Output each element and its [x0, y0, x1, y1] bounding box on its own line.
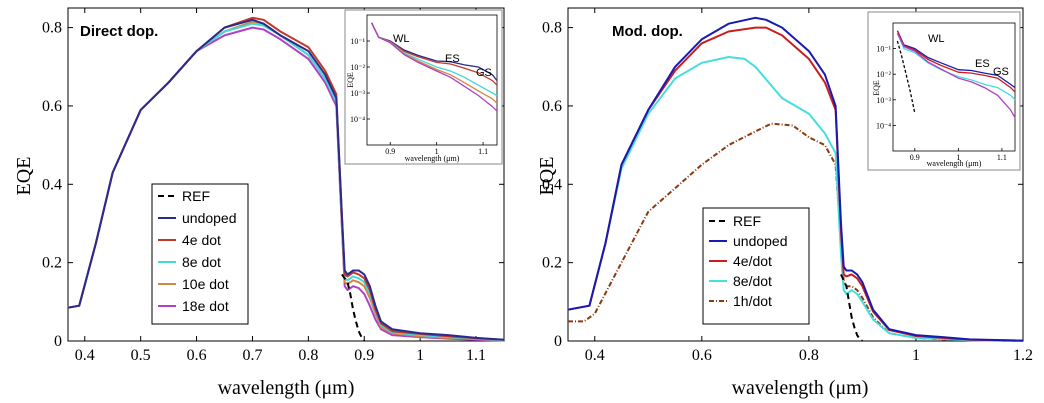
y-tick-labels: 0 0.2 0.4 0.6 0.8	[542, 20, 562, 350]
x-tick-labels: 0.4 0.5 0.6 0.7 0.8 0.9 1 1.1	[75, 347, 486, 364]
y-tick-label: 0.8	[542, 20, 562, 37]
legend-label-10e-dot: 10e dot	[182, 276, 229, 292]
inset-annotation-es: ES	[445, 53, 460, 65]
series-line-undoped	[567, 16, 1024, 342]
inset-annotation-wl: WL	[928, 33, 945, 45]
x-tick-label: 0.7	[242, 347, 262, 364]
y-axis-label: EQE	[13, 157, 35, 196]
inset-y-label: EQE	[872, 80, 881, 96]
series-lines	[567, 16, 1024, 342]
inset-x-tick-label: 1	[435, 147, 439, 156]
inset-series-lines	[896, 30, 1016, 119]
legend: REF undoped 4e/dot 8e/dot 1h/dot	[702, 207, 810, 325]
legend-box	[151, 183, 249, 325]
inset-y-tick-label: 10⁻²	[876, 70, 891, 79]
x-tick-label: 0.8	[799, 347, 819, 364]
inset-y-tick-labels: 10⁻¹ 10⁻² 10⁻³ 10⁻⁴	[876, 45, 896, 130]
inset-y-tick-label: 10⁻³	[350, 89, 365, 98]
inset-y-tick-label: 10⁻²	[350, 63, 365, 72]
x-tick-label: 1.2	[1013, 347, 1033, 364]
tick-marks	[68, 8, 504, 342]
inset-y-tick-label: 10⁻³	[876, 96, 891, 105]
panel-title: Mod. dop.	[612, 23, 683, 40]
x-tick-label: 1.1	[466, 347, 486, 364]
inset-x-tick-labels: 0.9 1 1.1	[385, 142, 488, 156]
inset-series-line-18e-dot	[371, 22, 498, 112]
panel-direct-doping: 0.4 0.5 0.6 0.7 0.8 0.9 1 1.1 0 0.2 0.4 0.6 0.8 Dir…	[13, 7, 505, 399]
x-axis-label: wavelength (μm)	[218, 377, 355, 399]
inset-x-tick-label: 0.9	[385, 147, 395, 156]
y-tick-label: 0.2	[542, 255, 562, 272]
inset-y-tick-labels: 10⁻¹ 10⁻² 10⁻³ 10⁻⁴	[350, 37, 370, 124]
inset-annotation-es: ES	[975, 58, 990, 70]
inset-series-lines	[371, 22, 498, 112]
inset-y-tick-label: 10⁻⁴	[876, 121, 891, 130]
legend-label-4e-dot: 4e dot	[182, 232, 221, 248]
inset-x-tick-label: 1	[956, 153, 960, 162]
series-line-ref	[840, 273, 863, 342]
panel-modulation-doping: 0.4 0.6 0.8 1 1.2 0 0.2 0.4 0.6 0.8 Mod. dop. wa…	[536, 7, 1033, 399]
inset-annotation-gs: GS	[476, 67, 492, 79]
inset-x-tick-label: 0.9	[910, 153, 920, 162]
x-tick-labels: 0.4 0.6 0.8 1 1.2	[585, 347, 1033, 364]
series-line-undoped	[67, 18, 505, 341]
inset-y-tick-label: 10⁻¹	[876, 45, 891, 54]
x-axis-label: wavelength (μm)	[732, 377, 869, 399]
panel-title: Direct dop.	[80, 23, 158, 40]
inset-x-tick-label: 1.1	[478, 147, 488, 156]
x-tick-label: 0.6	[187, 347, 207, 364]
inset-series-line-undoped	[896, 30, 1016, 89]
inset-x-tick-labels: 0.9 1 1.1	[910, 148, 1007, 162]
y-tick-labels: 0 0.2 0.4 0.6 0.8	[42, 20, 62, 350]
inset-y-label: EQE	[346, 72, 355, 88]
x-tick-label: 1	[912, 347, 920, 364]
legend-label-ref: REF	[733, 213, 761, 229]
x-tick-label: 0.4	[75, 347, 95, 364]
inset-annotation-wl: WL	[393, 33, 410, 45]
legend-label-8e-dot: 8e dot	[182, 254, 221, 270]
series-line-8e-dot	[567, 56, 1024, 342]
y-tick-label: 0.4	[542, 176, 562, 193]
inset-y-tick-label: 10⁻¹	[350, 37, 365, 46]
y-tick-label: 0.6	[42, 98, 62, 115]
legend-label-1h-dot: 1h/dot	[733, 293, 772, 309]
y-tick-label: 0.4	[42, 176, 62, 193]
legend-label-18e-dot: 18e dot	[182, 298, 229, 314]
x-tick-label: 0.8	[298, 347, 318, 364]
inset-series-line-ref	[896, 40, 916, 114]
inset-log-plot: 0.9 1 1.1 10⁻¹ 10⁻² 10⁻³ 10⁻⁴ wavelength (μm)…	[867, 11, 1021, 171]
inset-annotation-gs: GS	[993, 66, 1009, 78]
legend-box	[702, 207, 810, 325]
series-line-ref	[341, 273, 366, 342]
legend-label-undoped: undoped	[182, 210, 237, 226]
legend: REF undoped 4e dot 8e dot 10e dot 18e dot	[151, 183, 249, 325]
y-tick-label: 0	[554, 333, 562, 350]
x-tick-label: 1	[416, 347, 424, 364]
inset-frame	[366, 14, 498, 146]
inset-x-label: wavelength (μm)	[405, 154, 460, 163]
y-tick-label: 0.8	[42, 20, 62, 37]
x-tick-label: 0.9	[354, 347, 374, 364]
y-tick-label: 0.6	[542, 98, 562, 115]
inset-series-line-8e-dot	[896, 32, 1016, 101]
y-axis-label: EQE	[536, 157, 558, 196]
inset-series-line-1h-dot	[896, 32, 1016, 119]
x-tick-label: 0.4	[585, 347, 605, 364]
inset-y-tick-label: 10⁻⁴	[350, 115, 365, 124]
inset-x-label: wavelength (μm)	[927, 159, 982, 168]
legend-label-8e-dot: 8e/dot	[733, 273, 772, 289]
inset-log-plot: 0.9 1 1.1 10⁻¹ 10⁻² 10⁻³ 10⁻⁴ wavelength (μm)…	[344, 9, 503, 165]
legend-label-4e-dot: 4e/dot	[733, 253, 772, 269]
y-tick-label: 0.2	[42, 255, 62, 272]
y-tick-label: 0	[54, 333, 62, 350]
series-lines	[67, 16, 505, 342]
x-tick-label: 0.6	[692, 347, 712, 364]
inset-series-line-4e-dot	[896, 30, 1016, 93]
legend-label-ref: REF	[182, 188, 210, 204]
legend-label-undoped: undoped	[733, 233, 788, 249]
x-tick-label: 0.5	[131, 347, 151, 364]
inset-x-tick-label: 1.1	[997, 153, 1007, 162]
